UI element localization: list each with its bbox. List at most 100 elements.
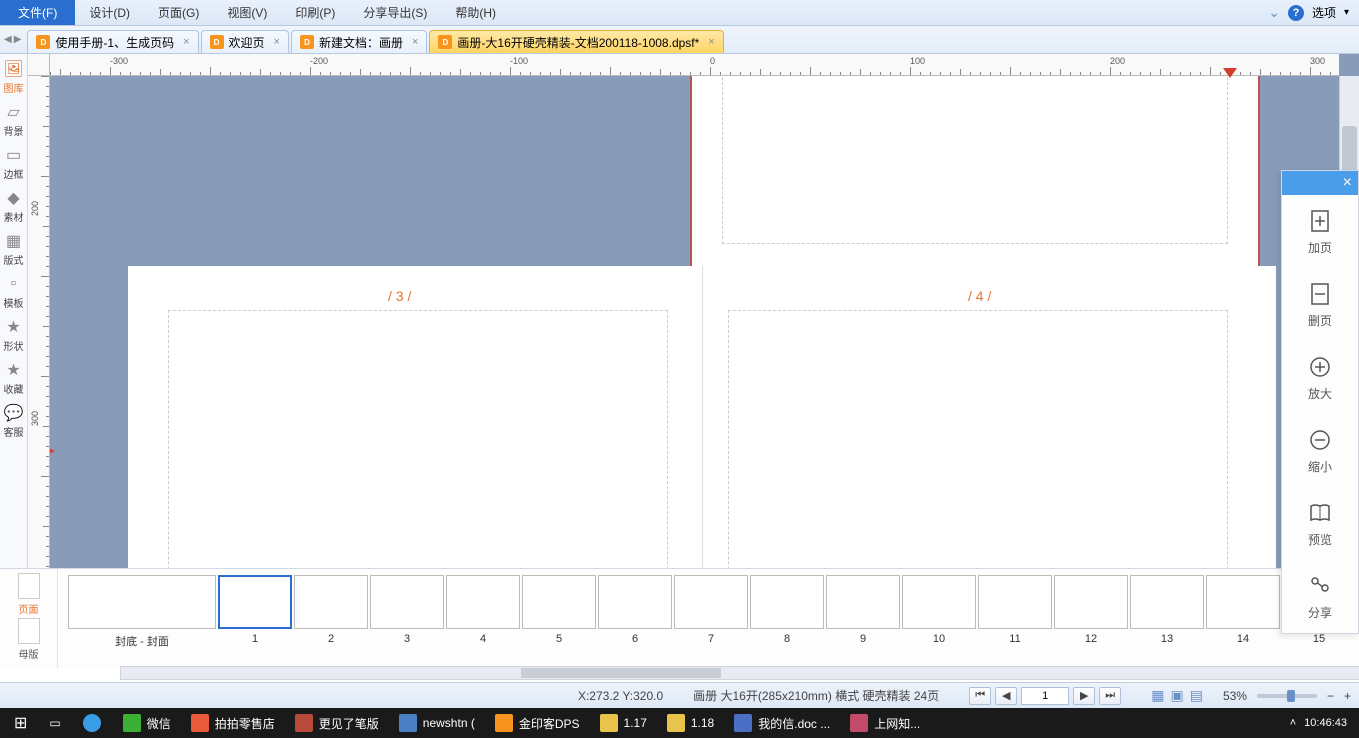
sidebar-item[interactable]: ◆素材 (1, 187, 27, 226)
menu-help[interactable]: 帮助(H) (441, 0, 510, 25)
taskbar-app-label: 1.18 (691, 716, 714, 730)
canvas-inner[interactable]: / 3 / / 4 / (50, 76, 1339, 568)
page-spread[interactable]: / 3 / / 4 / (128, 266, 1276, 568)
sidebar-item[interactable]: ▫模板 (1, 273, 27, 312)
thumbnail-image (370, 575, 444, 629)
menu-design[interactable]: 设计(D) (75, 0, 144, 25)
right-panel-close-icon[interactable]: × (1343, 174, 1352, 192)
page-thumbnail[interactable]: 8 (750, 575, 824, 645)
thumbs-mode-icon (18, 573, 40, 599)
view-mode-1-icon[interactable]: ▦ (1151, 687, 1164, 704)
thumbnail-label: 13 (1161, 633, 1173, 645)
nav-next-button[interactable]: ▶ (1073, 687, 1095, 705)
taskbar-app[interactable]: newshtn ( (389, 710, 485, 736)
sidebar-item[interactable]: 💬客服 (1, 402, 27, 441)
page-thumbnail[interactable]: 5 (522, 575, 596, 645)
right-panel-item[interactable]: 缩小 (1282, 414, 1358, 487)
taskbar-app-icon (667, 714, 685, 732)
page-thumbnail[interactable]: 1 (218, 575, 292, 645)
page-thumbnail[interactable]: 12 (1054, 575, 1128, 645)
taskbar-app[interactable]: 我的信.doc ... (724, 710, 840, 736)
page-previous-partial[interactable] (690, 76, 1260, 286)
tab-close-icon[interactable]: × (274, 36, 280, 48)
sidebar-item[interactable]: ▦版式 (1, 230, 27, 269)
taskbar-app[interactable]: 金印客DPS (485, 710, 590, 736)
zoom-percent: 53% (1223, 689, 1247, 703)
view-mode-3-icon[interactable]: ▤ (1190, 687, 1203, 704)
thumbnail-label: 11 (1009, 633, 1020, 645)
tab-nav-left-icon[interactable]: ◀ (4, 34, 12, 45)
nav-last-button[interactable]: ⏭ (1099, 687, 1121, 705)
sidebar-item[interactable]: ★形状 (1, 316, 27, 355)
thumbs-mode-item[interactable]: 母版 (18, 618, 40, 661)
dropdown-icon[interactable]: ⌄ (1268, 4, 1280, 21)
taskbar-app[interactable]: 1.18 (657, 710, 724, 736)
document-tab[interactable]: D新建文档：画册× (291, 30, 427, 53)
menu-file[interactable]: 文件(F) (0, 0, 75, 25)
tray-up-icon[interactable]: ˄ (1290, 717, 1296, 729)
options-arrow-icon[interactable]: ▾ (1344, 7, 1349, 18)
zoom-slider[interactable] (1257, 694, 1317, 698)
page-thumbnail[interactable]: 11 (978, 575, 1052, 645)
menu-page[interactable]: 页面(G) (144, 0, 213, 25)
sidebar-item[interactable]: ★收藏 (1, 359, 27, 398)
tab-close-icon[interactable]: × (183, 36, 189, 48)
view-mode-2-icon[interactable]: ▣ (1170, 687, 1183, 704)
page-thumbnail[interactable]: 2 (294, 575, 368, 645)
sidebar-item[interactable]: 🖼图库 (1, 58, 27, 97)
left-sidebar: 🖼图库 ▱背景 ▭边框 ◆素材 ▦版式 ▫模板 ★形状 ★收藏 💬客服 (0, 54, 28, 568)
nav-first-button[interactable]: ⏮ (969, 687, 991, 705)
page-thumbnail[interactable]: 14 (1206, 575, 1280, 645)
browser-icon[interactable] (73, 710, 111, 736)
page-thumbnail[interactable]: 10 (902, 575, 976, 645)
right-panel-item[interactable]: 分享 (1282, 560, 1358, 633)
menu-print[interactable]: 印刷(P) (281, 0, 349, 25)
page-number-input[interactable] (1021, 687, 1069, 705)
thumbs-mode-item[interactable]: 页面 (18, 573, 40, 616)
options-label[interactable]: 选项 (1312, 4, 1336, 21)
taskbar-app[interactable]: 上网知... (840, 710, 930, 736)
page-thumbnail[interactable]: 7 (674, 575, 748, 645)
page-thumbnail[interactable]: 4 (446, 575, 520, 645)
help-icon[interactable]: ? (1288, 5, 1304, 21)
thumbnails-scrollbar-thumb[interactable] (521, 668, 721, 678)
zoom-slider-thumb[interactable] (1287, 690, 1295, 702)
right-panel-item[interactable]: 预览 (1282, 487, 1358, 560)
ruler-horizontal[interactable]: -300-200-1000100200300 (50, 54, 1339, 76)
task-view-button[interactable]: ▭ (39, 710, 70, 736)
right-panel-item[interactable]: 放大 (1282, 341, 1358, 414)
tab-nav-right-icon[interactable]: ▶ (14, 34, 22, 45)
document-tab[interactable]: D使用手册-1、生成页码× (27, 30, 198, 53)
taskbar-app-label: 金印客DPS (519, 715, 580, 732)
right-panel-item-label: 删页 (1308, 312, 1332, 329)
ruler-vertical[interactable]: 200300 (28, 76, 50, 568)
zoom-out-icon[interactable]: − (1327, 689, 1334, 703)
tab-close-icon[interactable]: × (708, 36, 714, 48)
thumbnail-label: 6 (632, 633, 638, 645)
menu-view[interactable]: 视图(V) (213, 0, 281, 25)
page-thumbnail[interactable]: 13 (1130, 575, 1204, 645)
page-thumbnail[interactable]: 6 (598, 575, 672, 645)
document-tab[interactable]: D画册-大16开硬壳精装-文档200118-1008.dpsf*× (429, 30, 723, 53)
thumbnails-strip[interactable]: 封底 - 封面123456789101112131415 (58, 569, 1359, 668)
page-thumbnail[interactable]: 封底 - 封面 (68, 575, 216, 649)
tab-icon: D (438, 35, 452, 49)
sidebar-item[interactable]: ▱背景 (1, 101, 27, 140)
taskbar-app[interactable]: 1.17 (590, 710, 657, 736)
nav-prev-button[interactable]: ◀ (995, 687, 1017, 705)
document-tab[interactable]: D欢迎页× (201, 30, 289, 53)
right-panel-item-label: 分享 (1308, 604, 1332, 621)
start-button[interactable]: ⊞ (4, 710, 37, 736)
menu-export[interactable]: 分享导出(S) (349, 0, 441, 25)
right-panel-item[interactable]: 加页 (1282, 195, 1358, 268)
right-panel-item[interactable]: 删页 (1282, 268, 1358, 341)
page-thumbnail[interactable]: 3 (370, 575, 444, 645)
page-thumbnail[interactable]: 9 (826, 575, 900, 645)
tab-close-icon[interactable]: × (412, 36, 418, 48)
zoom-in-icon[interactable]: + (1344, 689, 1351, 703)
taskbar-app[interactable]: 更见了笔版 (285, 710, 389, 736)
sidebar-item[interactable]: ▭边框 (1, 144, 27, 183)
taskbar-app[interactable]: 微信 (113, 710, 181, 736)
taskbar-app[interactable]: 拍拍零售店 (181, 710, 285, 736)
thumbnails-scrollbar[interactable] (120, 666, 1359, 680)
